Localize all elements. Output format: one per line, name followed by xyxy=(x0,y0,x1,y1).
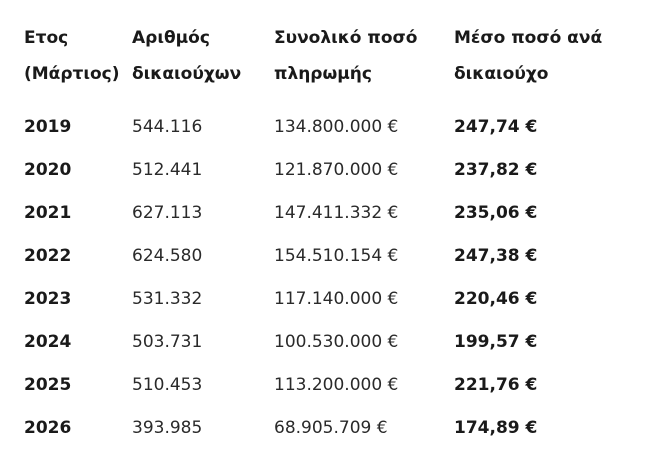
cell-average-amount: 247,38 € xyxy=(454,246,538,266)
cell-average-amount: 235,06 € xyxy=(454,203,538,223)
cell-year: 2026 xyxy=(24,418,72,438)
data-table-container: Ετος (Μάρτιος) Αριθμός δικαιούχων Συνολι… xyxy=(24,20,644,450)
header-year-line-2: (Μάρτιος) xyxy=(24,64,120,84)
header-total-payment: Συνολικό ποσό πληρωμής xyxy=(274,20,454,106)
cell-total-payment: 113.200.000 € xyxy=(274,375,399,395)
cell-beneficiaries: 512.441 xyxy=(132,160,203,180)
table-header: Ετος (Μάρτιος) Αριθμός δικαιούχων Συνολι… xyxy=(24,20,644,106)
beneficiaries-table: Ετος (Μάρτιος) Αριθμός δικαιούχων Συνολι… xyxy=(24,20,644,450)
header-beneficiaries-line-2: δικαιούχων xyxy=(132,64,242,84)
cell-year: 2020 xyxy=(24,160,72,180)
cell-total-payment: 134.800.000 € xyxy=(274,117,399,137)
header-year: Ετος (Μάρτιος) xyxy=(24,20,132,106)
cell-total-payment: 121.870.000 € xyxy=(274,160,399,180)
cell-year: 2019 xyxy=(24,117,72,137)
header-total-payment-line-2: πληρωμής xyxy=(274,64,372,84)
cell-year: 2025 xyxy=(24,375,72,395)
cell-total-payment: 100.530.000 € xyxy=(274,332,399,352)
cell-total-payment: 154.510.154 € xyxy=(274,246,399,266)
cell-average-amount: 221,76 € xyxy=(454,375,538,395)
header-average-amount-line-2: δικαιούχο xyxy=(454,64,549,84)
cell-beneficiaries: 544.116 xyxy=(132,117,203,137)
cell-average-amount: 220,46 € xyxy=(454,289,538,309)
table-row: 2024 503.731 100.530.000 € 199,57 € xyxy=(24,321,644,364)
header-year-line-1: Ετος xyxy=(24,28,69,48)
header-average-amount-line-1: Μέσο ποσό ανά xyxy=(454,28,603,48)
cell-average-amount: 199,57 € xyxy=(454,332,538,352)
cell-beneficiaries: 510.453 xyxy=(132,375,203,395)
cell-year: 2024 xyxy=(24,332,72,352)
table-row: 2025 510.453 113.200.000 € 221,76 € xyxy=(24,364,644,407)
cell-beneficiaries: 531.332 xyxy=(132,289,203,309)
table-row: 2021 627.113 147.411.332 € 235,06 € xyxy=(24,192,644,235)
table-row: 2022 624.580 154.510.154 € 247,38 € xyxy=(24,235,644,278)
header-average-amount: Μέσο ποσό ανά δικαιούχο xyxy=(454,20,644,106)
cell-year: 2023 xyxy=(24,289,72,309)
cell-average-amount: 174,89 € xyxy=(454,418,538,438)
header-beneficiaries: Αριθμός δικαιούχων xyxy=(132,20,274,106)
table-row: 2019 544.116 134.800.000 € 247,74 € xyxy=(24,106,644,149)
cell-year: 2022 xyxy=(24,246,72,266)
cell-total-payment: 68.905.709 € xyxy=(274,418,388,438)
cell-total-payment: 117.140.000 € xyxy=(274,289,399,309)
cell-beneficiaries: 393.985 xyxy=(132,418,203,438)
cell-beneficiaries: 627.113 xyxy=(132,203,203,223)
cell-average-amount: 237,82 € xyxy=(454,160,538,180)
cell-average-amount: 247,74 € xyxy=(454,117,538,137)
table-row: 2026 393.985 68.905.709 € 174,89 € xyxy=(24,407,644,450)
cell-year: 2021 xyxy=(24,203,72,223)
header-total-payment-line-1: Συνολικό ποσό xyxy=(274,28,418,48)
table-row: 2020 512.441 121.870.000 € 237,82 € xyxy=(24,149,644,192)
cell-beneficiaries: 624.580 xyxy=(132,246,203,266)
header-beneficiaries-line-1: Αριθμός xyxy=(132,28,210,48)
table-body: 2019 544.116 134.800.000 € 247,74 € 2020… xyxy=(24,106,644,450)
cell-beneficiaries: 503.731 xyxy=(132,332,203,352)
cell-total-payment: 147.411.332 € xyxy=(274,203,399,223)
header-row: Ετος (Μάρτιος) Αριθμός δικαιούχων Συνολι… xyxy=(24,20,644,106)
table-row: 2023 531.332 117.140.000 € 220,46 € xyxy=(24,278,644,321)
